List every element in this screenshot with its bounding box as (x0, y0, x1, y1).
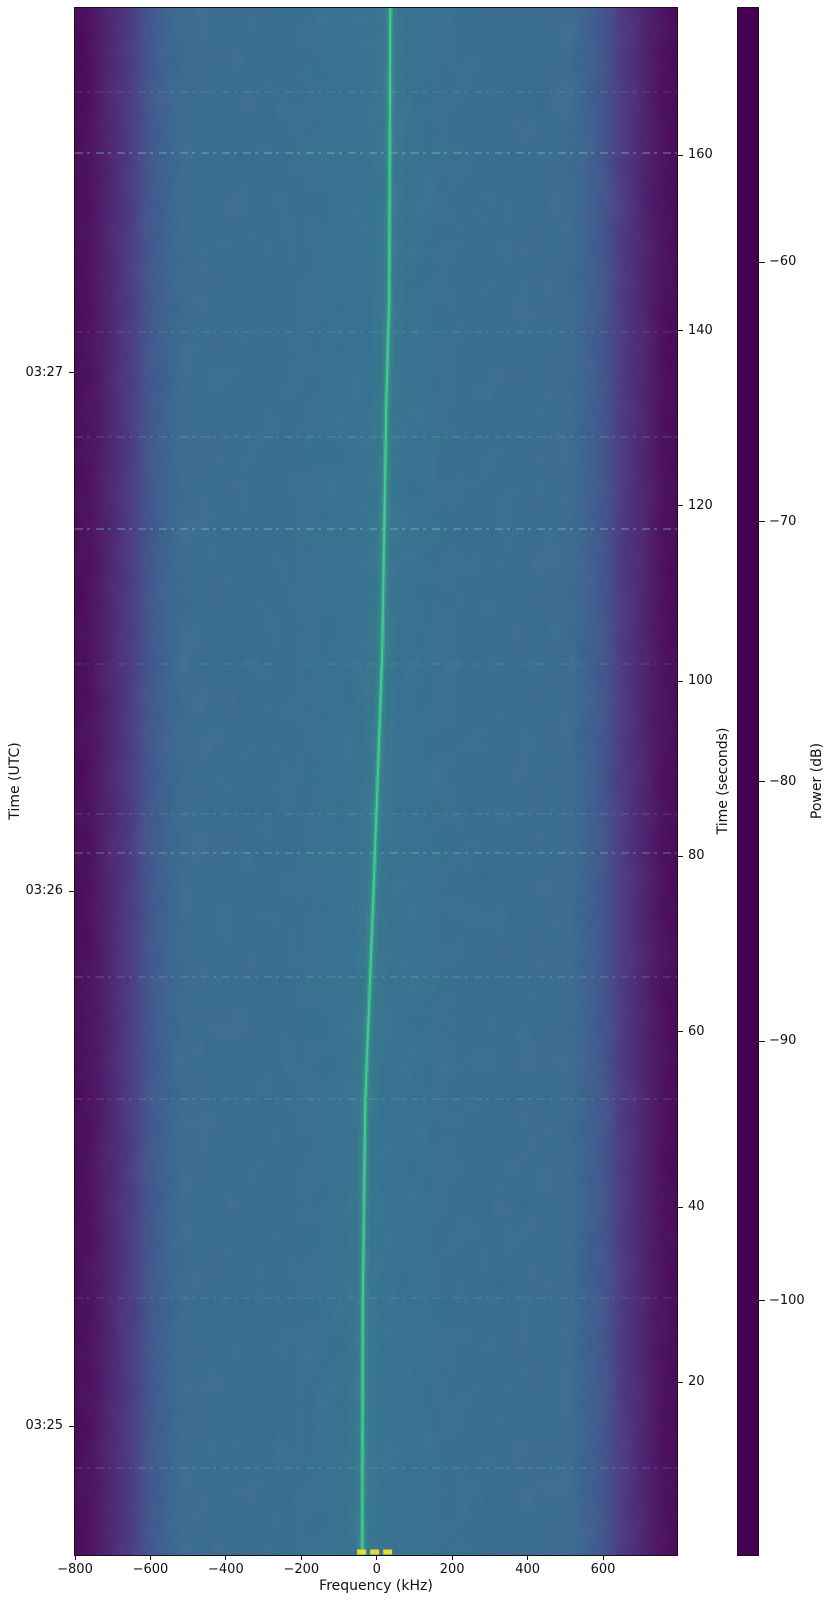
seconds-tick-label: 60 (688, 1023, 705, 1039)
x-tick-mark (602, 1555, 604, 1560)
x-tick-mark (527, 1555, 529, 1560)
colorbar (737, 7, 759, 1556)
colorbar-tick-mark (759, 1040, 765, 1042)
seconds-tick-mark (677, 680, 683, 682)
x-tick-label: −400 (208, 1562, 244, 1577)
x-tick-mark (300, 1555, 302, 1560)
colorbar-tick-mark (759, 261, 765, 263)
seconds-tick-mark (677, 1206, 683, 1208)
x-tick-label: −200 (283, 1562, 320, 1577)
seconds-tick-mark (677, 855, 683, 857)
colorbar-tick-label: −90 (769, 1033, 797, 1049)
spectrogram-plot-area (74, 7, 678, 1556)
x-tick-mark (149, 1555, 151, 1560)
x-tick-label: 600 (590, 1562, 616, 1577)
seconds-tick-mark (677, 505, 683, 507)
utc-tick-mark (69, 372, 75, 374)
x-tick-label: 200 (439, 1562, 465, 1577)
x-tick-mark (451, 1555, 453, 1560)
utc-tick-mark (69, 890, 75, 892)
seconds-tick-label: 160 (688, 147, 713, 163)
seconds-tick-label: 40 (688, 1199, 705, 1215)
utc-tick-mark (69, 1425, 75, 1427)
utc-tick-label: 03:25 (25, 1418, 63, 1434)
x-tick-mark (376, 1555, 378, 1560)
seconds-tick-label: 120 (688, 497, 713, 513)
seconds-tick-label: 140 (688, 322, 713, 338)
colorbar-tick-label: −80 (769, 773, 797, 789)
seconds-tick-mark (677, 1381, 683, 1383)
seconds-tick-mark (677, 154, 683, 156)
noise-texture (75, 8, 677, 1555)
x-tick-label: −600 (132, 1562, 169, 1577)
colorbar-tick-label: −100 (769, 1292, 805, 1308)
utc-tick-label: 03:27 (25, 364, 63, 380)
seconds-tick-mark (677, 330, 683, 332)
colorbar-tick-label: −60 (769, 254, 797, 270)
x-tick-label: −800 (57, 1562, 93, 1577)
x-tick-mark (225, 1555, 227, 1560)
colorbar-tick-label: −70 (769, 513, 797, 529)
colorbar-label: Power (dB) (809, 742, 825, 820)
colorbar-tick-mark (759, 1300, 765, 1302)
seconds-tick-label: 20 (688, 1374, 705, 1390)
y-axis-label-utc: Time (UTC) (7, 742, 23, 820)
colorbar-tick-mark (759, 781, 765, 782)
seconds-tick-label: 100 (688, 673, 713, 689)
x-tick-mark (74, 1555, 76, 1560)
colorbar-tick-mark (759, 521, 765, 523)
x-axis-label: Frequency (kHz) (319, 1578, 433, 1594)
x-tick-label: 0 (372, 1562, 381, 1577)
seconds-tick-label: 80 (688, 848, 705, 864)
y-axis-label-seconds: Time (seconds) (715, 727, 731, 835)
utc-tick-label: 03:26 (25, 883, 63, 899)
seconds-tick-mark (677, 1031, 683, 1033)
x-tick-label: 400 (515, 1562, 541, 1577)
